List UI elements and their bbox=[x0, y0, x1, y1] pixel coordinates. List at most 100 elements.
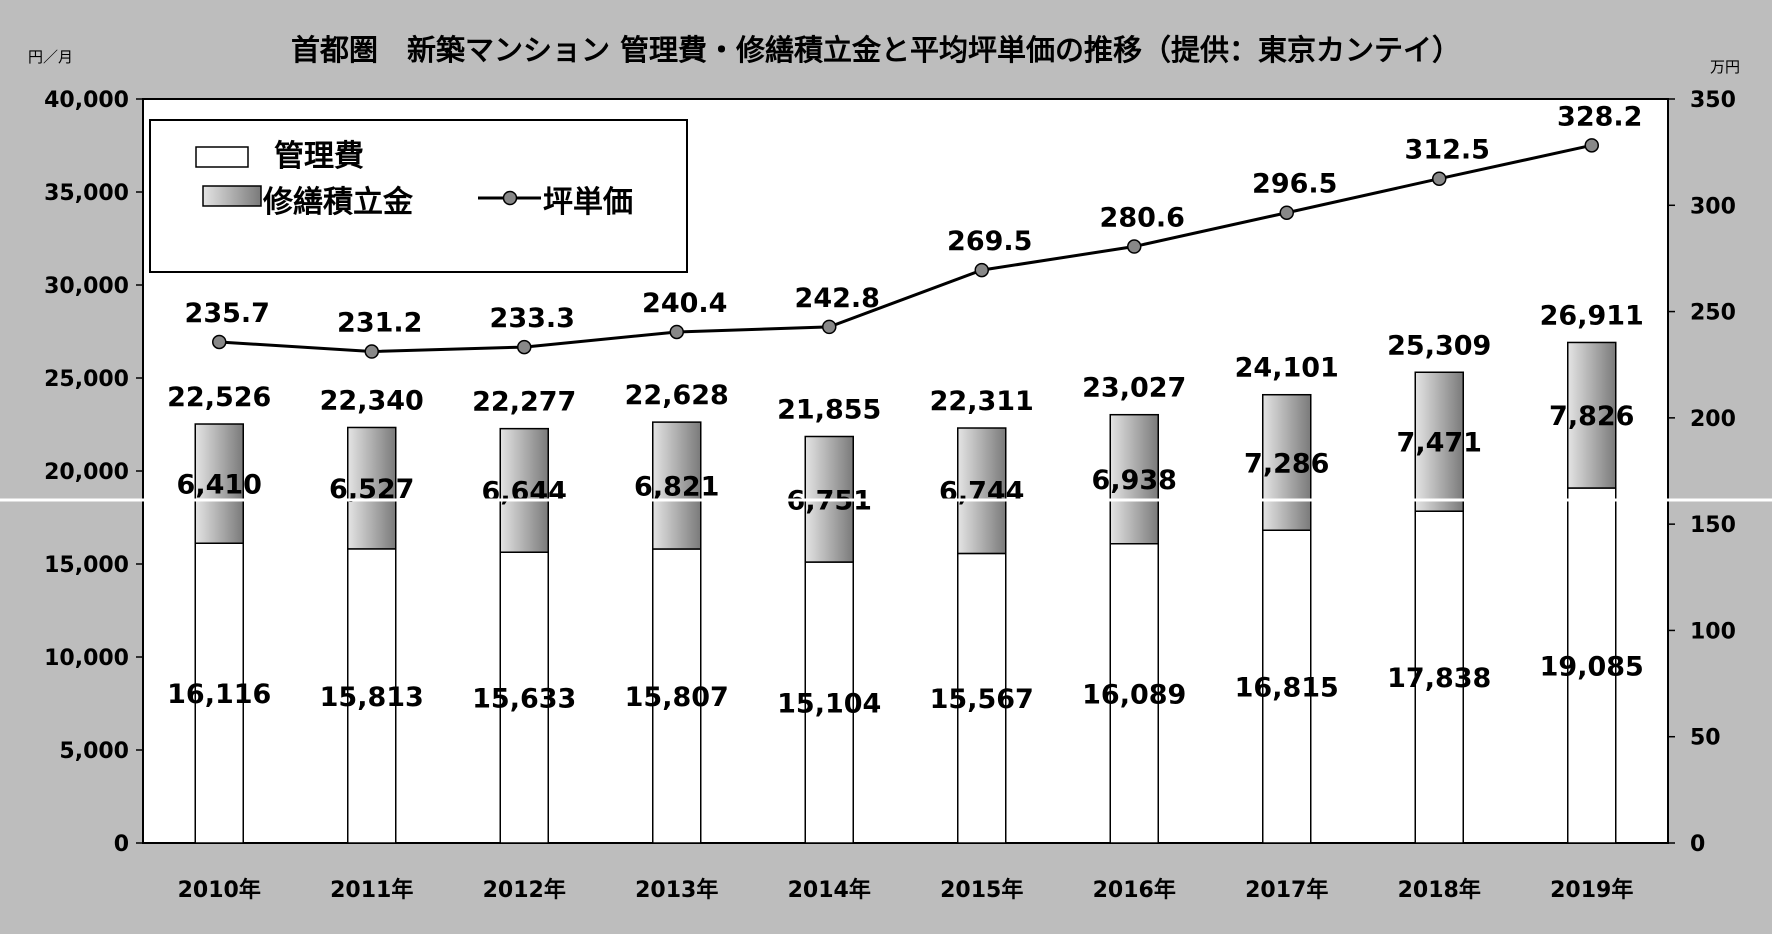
label-management-fee: 16,116 bbox=[167, 679, 271, 710]
label-repair-reserve: 6,744 bbox=[939, 477, 1024, 508]
label-price: 328.2 bbox=[1557, 101, 1642, 132]
label-price: 280.6 bbox=[1100, 203, 1185, 234]
left-tick-label: 0 bbox=[114, 832, 129, 857]
label-price: 242.8 bbox=[795, 283, 880, 314]
label-management-fee: 15,813 bbox=[320, 682, 424, 713]
x-tick-label: 2017年 bbox=[1245, 877, 1328, 903]
legend-swatch-management-fee bbox=[195, 146, 249, 168]
right-tick-label: 200 bbox=[1690, 407, 1736, 432]
label-repair-reserve: 7,826 bbox=[1549, 401, 1634, 432]
x-tick-label: 2010年 bbox=[178, 877, 261, 903]
left-tick-label: 35,000 bbox=[44, 181, 129, 206]
bar-management-fee bbox=[957, 552, 1007, 844]
bar-management-fee bbox=[1262, 529, 1312, 844]
price-line bbox=[212, 138, 1599, 359]
left-tick-label: 20,000 bbox=[44, 460, 129, 485]
left-tick-label: 30,000 bbox=[44, 274, 129, 299]
bar-repair-reserve bbox=[1567, 341, 1617, 489]
right-axis: 0 50 100 150 200 250 300 350 bbox=[1668, 88, 1736, 857]
right-tick-label: 150 bbox=[1690, 513, 1736, 538]
x-tick-label: 2019年 bbox=[1550, 877, 1633, 903]
label-management-fee: 17,838 bbox=[1387, 663, 1491, 694]
bar-management-fee bbox=[347, 548, 397, 844]
left-axis-unit: 円／月 bbox=[28, 48, 73, 66]
label-repair-reserve: 6,821 bbox=[634, 472, 719, 503]
price-point bbox=[974, 262, 989, 278]
label-total: 21,855 bbox=[777, 394, 881, 425]
bar-management-fee bbox=[1109, 542, 1159, 844]
label-price: 269.5 bbox=[947, 226, 1032, 257]
price-point bbox=[1432, 171, 1447, 186]
legend-swatch-repair-reserve bbox=[202, 185, 262, 207]
price-point bbox=[1584, 138, 1599, 153]
left-tick-label: 25,000 bbox=[44, 367, 129, 392]
left-tick-label: 5,000 bbox=[59, 739, 129, 764]
data-labels: 16,1166,41022,52615,8136,52722,34015,633… bbox=[167, 101, 1644, 719]
price-point bbox=[822, 319, 837, 335]
label-repair-reserve: 6,410 bbox=[177, 470, 262, 501]
label-total: 22,628 bbox=[625, 380, 729, 411]
x-tick-label: 2015年 bbox=[940, 877, 1023, 903]
x-axis: 2010年 2011年 2012年 2013年 2014年 2015年 2016年 2017年… bbox=[178, 877, 1634, 903]
label-total: 24,101 bbox=[1235, 353, 1339, 384]
price-point bbox=[669, 324, 684, 340]
bar-management-fee bbox=[1414, 510, 1464, 844]
legend-swatch-price-marker bbox=[502, 190, 518, 206]
label-price: 296.5 bbox=[1252, 169, 1337, 200]
label-management-fee: 15,567 bbox=[930, 684, 1034, 715]
label-total: 22,311 bbox=[930, 386, 1034, 417]
bar-management-fee bbox=[194, 542, 244, 844]
bar-repair-reserve bbox=[652, 421, 702, 550]
label-repair-reserve: 7,286 bbox=[1244, 448, 1329, 479]
bar-repair-reserve bbox=[957, 427, 1007, 555]
right-tick-label: 0 bbox=[1690, 832, 1705, 857]
label-price: 240.4 bbox=[642, 288, 727, 319]
bar-management-fee bbox=[652, 548, 702, 844]
label-management-fee: 15,633 bbox=[472, 684, 576, 715]
price-series-line bbox=[219, 143, 1593, 354]
label-price: 312.5 bbox=[1405, 135, 1490, 166]
right-tick-label: 350 bbox=[1690, 88, 1736, 113]
label-management-fee: 19,085 bbox=[1540, 652, 1644, 683]
bar-repair-reserve bbox=[1262, 393, 1312, 531]
bar-repair-reserve bbox=[1109, 413, 1159, 545]
x-tick-label: 2011年 bbox=[330, 877, 413, 903]
bar-repair-reserve bbox=[1414, 371, 1464, 512]
label-total: 22,277 bbox=[472, 387, 576, 418]
label-management-fee: 15,807 bbox=[625, 682, 729, 713]
price-point bbox=[212, 334, 227, 350]
x-tick-label: 2018年 bbox=[1398, 877, 1481, 903]
left-axis: 0 5,000 10,000 15,000 20,000 25,000 30,000 35,0… bbox=[44, 88, 143, 857]
chart-title: 首都圏 新築マンション 管理費・修繕積立金と平均坪単価の推移（提供：東京カンテイ… bbox=[291, 33, 1461, 67]
label-price: 231.2 bbox=[337, 308, 422, 339]
label-total: 25,309 bbox=[1387, 330, 1491, 361]
right-tick-label: 100 bbox=[1690, 619, 1736, 644]
bar-repair-reserve bbox=[194, 423, 244, 544]
label-price: 233.3 bbox=[490, 303, 575, 334]
bar-repair-reserve bbox=[347, 426, 397, 550]
bar-repair-reserve bbox=[499, 427, 549, 553]
legend-label-price: 坪単価 bbox=[543, 185, 633, 220]
bars bbox=[194, 341, 1617, 844]
legend-label-repair-reserve: 修繕積立金 bbox=[262, 185, 414, 220]
label-repair-reserve: 6,644 bbox=[482, 476, 567, 507]
x-tick-label: 2016年 bbox=[1093, 877, 1176, 903]
label-repair-reserve: 6,938 bbox=[1092, 465, 1177, 496]
right-axis-unit: 万円 bbox=[1710, 58, 1740, 76]
bar-management-fee bbox=[804, 561, 854, 844]
label-total: 22,340 bbox=[320, 385, 424, 416]
left-tick-label: 15,000 bbox=[44, 553, 129, 578]
legend-label-management-fee: 管理費 bbox=[274, 139, 364, 174]
label-management-fee: 16,089 bbox=[1082, 679, 1186, 710]
right-tick-label: 50 bbox=[1690, 726, 1721, 751]
x-tick-label: 2014年 bbox=[788, 877, 871, 903]
label-management-fee: 15,104 bbox=[777, 689, 881, 720]
left-tick-label: 40,000 bbox=[44, 88, 129, 113]
price-point bbox=[517, 339, 532, 355]
label-price: 235.7 bbox=[185, 298, 270, 329]
label-repair-reserve: 7,471 bbox=[1397, 428, 1482, 459]
label-management-fee: 16,815 bbox=[1235, 673, 1339, 704]
bar-management-fee bbox=[499, 551, 549, 844]
legend: 管理費 修繕積立金 坪単価 bbox=[149, 119, 688, 273]
